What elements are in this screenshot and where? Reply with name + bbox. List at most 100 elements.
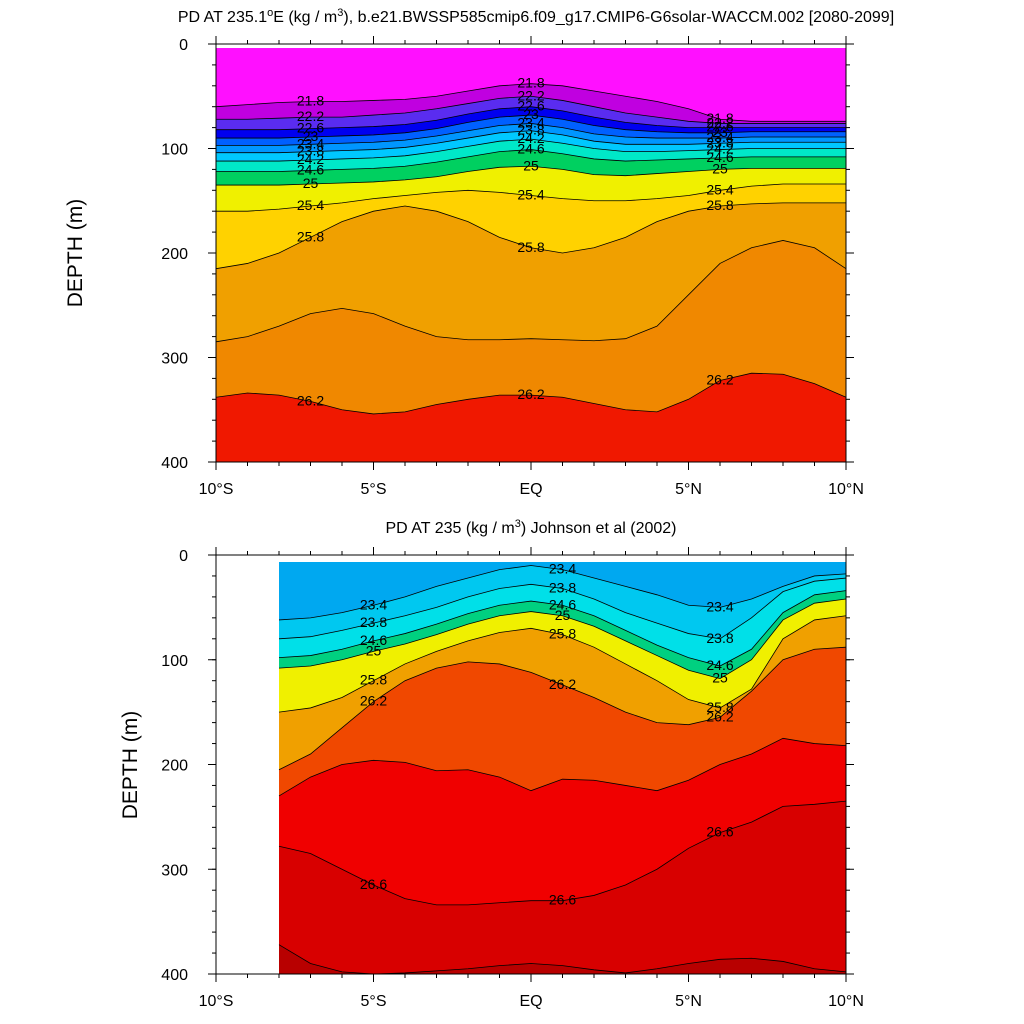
contour-label: 26.2 xyxy=(706,371,733,387)
contour-label: 24.6 xyxy=(297,161,324,177)
contour-line-23.4 xyxy=(216,123,846,146)
contour-fill-24.6 xyxy=(216,149,846,186)
contour-label: 24.2 xyxy=(297,151,324,167)
contour-line-25 xyxy=(216,165,846,186)
contour-label: 25.8 xyxy=(549,626,576,642)
contour-label: 25.8 xyxy=(360,672,387,688)
panel1-ylabel: DEPTH (m) xyxy=(64,199,87,308)
contour-label: 23.8 xyxy=(297,143,324,159)
contour-fill-25.8 xyxy=(279,615,846,770)
contour-fill-26.4 xyxy=(279,738,846,905)
contour-label: 25.8 xyxy=(706,699,733,715)
contour-line-26.0 xyxy=(215,240,847,343)
x-tick-label: 10°S xyxy=(199,993,234,1010)
contour-line-26.4 xyxy=(278,737,847,797)
panel2-title: PD AT 235 (kg / m3) Johnson et al (2002) xyxy=(385,518,676,537)
contour-label: 26.2 xyxy=(360,693,387,709)
y-tick-label: 100 xyxy=(161,142,188,159)
contour-label: 23.8 xyxy=(517,122,544,138)
contour-label: 25 xyxy=(712,670,728,686)
x-tick-label: 10°S xyxy=(199,481,234,498)
contour-line-24.6 xyxy=(278,590,847,667)
contour-label: 24.6 xyxy=(706,657,733,673)
x-tick-label: 10°N xyxy=(828,993,864,1010)
contour-label: 21.8 xyxy=(297,92,324,108)
y-tick-label: 200 xyxy=(161,758,188,775)
contour-label: 23.4 xyxy=(360,596,387,612)
x-tick-label: 5°S xyxy=(361,481,387,498)
contour-line-25.8 xyxy=(215,202,846,270)
x-tick-label: 5°S xyxy=(361,993,387,1010)
contour-fill-23.8 xyxy=(279,578,846,667)
x-tick-label: 10°N xyxy=(828,481,864,498)
contour-fill-surface xyxy=(216,48,846,122)
contour-label: 25.4 xyxy=(517,187,544,203)
x-tick-label: EQ xyxy=(519,481,542,498)
panel1-contour-labels: 21.821.821.822.222.222.222.622.622.62323… xyxy=(297,75,734,409)
contour-line-23.8 xyxy=(278,577,847,640)
contour-label: 25 xyxy=(523,157,539,173)
contour-label: 24.6 xyxy=(549,596,576,612)
contour-line-25.4 xyxy=(216,183,846,212)
contour-label: 26.6 xyxy=(549,892,576,908)
contour-label: 23.8 xyxy=(706,630,733,646)
contour-label: 25.4 xyxy=(706,181,733,197)
contour-line-23.8 xyxy=(216,130,846,154)
contour-label: 21.8 xyxy=(517,75,544,91)
contour-label: 26.6 xyxy=(706,824,733,840)
contour-label: 26.2 xyxy=(706,708,733,724)
contour-label: 26.2 xyxy=(297,392,324,408)
contour-label: 24.2 xyxy=(706,141,733,157)
contour-label: 26.2 xyxy=(517,386,544,402)
contour-line-23 xyxy=(216,114,846,139)
contour-label: 23 xyxy=(523,106,539,122)
contour-fill-25.4 xyxy=(216,184,846,269)
contour-label: 25.8 xyxy=(297,228,324,244)
contour-label: 25.4 xyxy=(297,197,324,213)
contour-label: 23.4 xyxy=(297,135,324,151)
contour-fill-deep xyxy=(216,373,846,462)
contour-fill-25 xyxy=(279,598,846,713)
y-tick-label: 400 xyxy=(161,455,188,472)
x-tick-label: 5°N xyxy=(675,993,702,1010)
contour-line-24.2 xyxy=(216,138,846,162)
contour-line-26.2 xyxy=(278,646,847,771)
contour-label: 21.8 xyxy=(706,110,733,126)
contour-label: 25 xyxy=(303,175,319,191)
panel-model: PD AT 235.1oE (kg / m3), b.e21.BWSSP585c… xyxy=(64,7,894,498)
contour-label: 24.6 xyxy=(706,149,733,165)
contour-fill-25 xyxy=(216,166,846,212)
panel2-ticks: 0 100 200 300 400 10°S 5°S EQ 5°N 10°N xyxy=(161,547,864,1010)
contour-label: 25.8 xyxy=(517,239,544,255)
contour-fill-deep xyxy=(279,944,846,974)
contour-fill-25.8 xyxy=(216,202,846,342)
contour-label: 22.6 xyxy=(517,98,544,114)
contour-fill-21.8 xyxy=(216,83,846,124)
contour-fill-23.8 xyxy=(216,130,846,162)
contour-fill-surface xyxy=(279,562,846,620)
contour-fill-24.2 xyxy=(216,139,846,172)
contour-label: 25.8 xyxy=(706,197,733,213)
panel1-title: PD AT 235.1oE (kg / m3), b.e21.BWSSP585c… xyxy=(178,7,894,26)
contour-line-21.8 xyxy=(215,83,846,122)
contour-label: 23.4 xyxy=(706,129,733,145)
contour-label: 25 xyxy=(366,642,382,658)
contour-label: 26.6 xyxy=(360,876,387,892)
contour-label: 23.4 xyxy=(706,598,733,614)
contour-line-25.8 xyxy=(278,615,847,713)
y-tick-label: 0 xyxy=(179,548,188,565)
contour-line-23.4 xyxy=(278,565,847,621)
panel1-filled-contours xyxy=(216,48,846,462)
panel2-contour-labels: 23.423.423.423.823.823.824.624.624.62525… xyxy=(360,561,734,908)
contour-fill-23.4 xyxy=(216,123,846,153)
contour-fill-23.4 xyxy=(279,565,846,639)
contour-label: 25 xyxy=(555,607,571,623)
contour-line-25 xyxy=(278,598,847,680)
contour-label: 23 xyxy=(712,124,728,140)
contour-label: 22.6 xyxy=(297,120,324,136)
y-tick-label: 300 xyxy=(161,862,188,879)
contour-label: 25 xyxy=(712,160,728,176)
y-tick-label: 400 xyxy=(161,967,188,984)
contour-line-22.2 xyxy=(216,95,846,124)
